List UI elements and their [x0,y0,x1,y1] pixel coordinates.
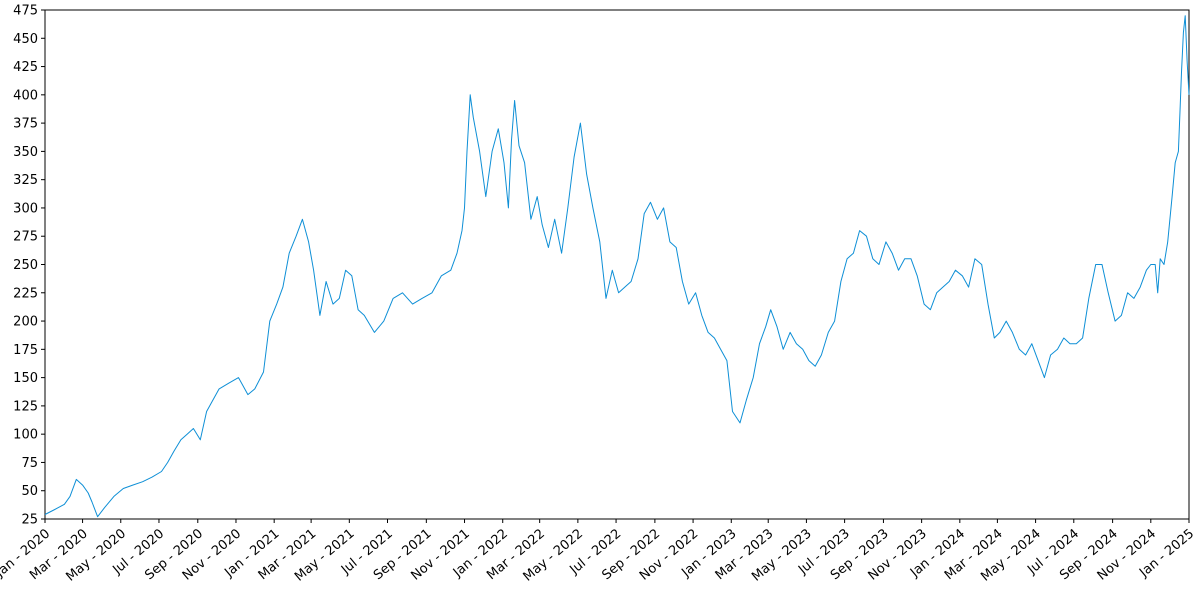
y-axis: 25 50 75 100 125 150 175 200 225 250 275 300 325 350 3… [13,4,45,528]
y-tick-label: 100 [13,428,38,443]
y-tick-label: 425 [13,60,38,75]
plot-area [44,9,1190,520]
y-tick-label: 475 [13,4,38,19]
series-line-0 [44,15,1190,518]
y-tick-label: 175 [13,343,38,358]
y-tick-label: 250 [13,258,38,273]
y-tick-label: 300 [13,201,38,216]
y-tick-label: 25 [21,513,38,528]
y-tick-label: 75 [21,456,38,471]
y-tick-label: 150 [13,371,38,386]
y-tick-label: 325 [13,173,38,188]
y-tick-label: 50 [21,484,38,499]
y-tick-label: 400 [13,88,38,103]
y-tick-label: 375 [13,117,38,132]
y-tick-label: 350 [13,145,38,160]
y-tick-label: 450 [13,32,38,47]
y-tick-label: 225 [13,286,38,301]
y-tick-label: 125 [13,399,38,414]
y-tick-label: 275 [13,230,38,245]
y-tick-label: 200 [13,315,38,330]
plot-frame [44,9,1190,520]
